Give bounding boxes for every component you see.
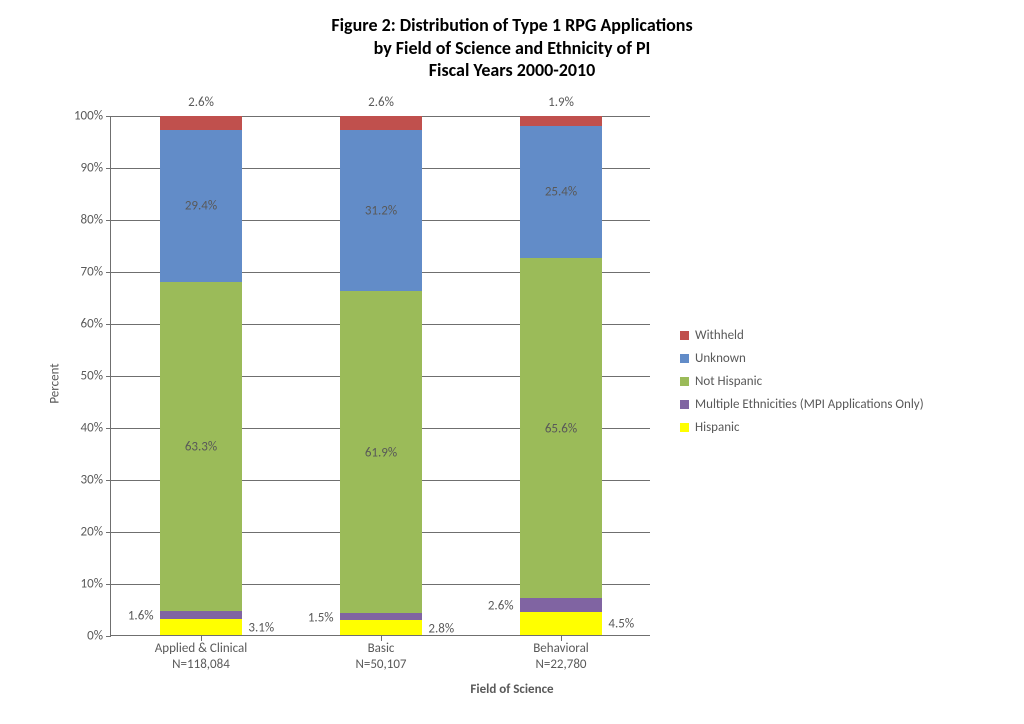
y-tick <box>106 220 111 221</box>
bar-value-label: 1.9% <box>548 95 574 110</box>
bar-value-label: 3.1% <box>248 620 274 635</box>
legend-item: Not Hispanic <box>680 374 924 389</box>
bar-value-label: 31.2% <box>365 203 397 218</box>
y-tick <box>106 480 111 481</box>
y-tick <box>106 532 111 533</box>
chart-container: Figure 2: Distribution of Type 1 RPG App… <box>0 0 1024 724</box>
y-axis-label: Percent <box>48 363 63 403</box>
legend-label: Not Hispanic <box>695 374 762 389</box>
legend-label: Multiple Ethnicities (MPI Applications O… <box>695 397 924 412</box>
bar-segment <box>520 612 603 635</box>
legend-item: Withheld <box>680 328 924 343</box>
legend: Withheld Unknown Not Hispanic Multiple Ethn… <box>680 320 924 443</box>
title-line-2: by Field of Science and Ethnicity of PI <box>0 37 1024 60</box>
bar-segment <box>340 613 423 621</box>
bar-segment <box>340 116 423 129</box>
y-tick <box>106 584 111 585</box>
x-category-label: BehavioralN=22,780 <box>533 635 589 674</box>
bar-value-label: 2.8% <box>428 621 454 636</box>
bar-value-label: 29.4% <box>185 198 217 213</box>
legend-item: Hispanic <box>680 420 924 435</box>
legend-label: Hispanic <box>695 420 740 435</box>
bar-segment <box>520 598 603 611</box>
plot-area: 0%10%20%30%40%50%60%70%80%90%100%3.1%1.6… <box>110 116 650 636</box>
bar-value-label: 63.3% <box>185 439 217 454</box>
bar <box>160 116 243 635</box>
legend-swatch <box>680 354 689 363</box>
legend-item: Unknown <box>680 351 924 366</box>
bar-segment <box>340 620 423 635</box>
bar-value-label: 2.6% <box>368 95 394 110</box>
y-tick <box>106 116 111 117</box>
title-line-1: Figure 2: Distribution of Type 1 RPG App… <box>0 14 1024 37</box>
bar-value-label: 2.6% <box>488 598 514 613</box>
legend-label: Unknown <box>695 351 746 366</box>
legend-label: Withheld <box>695 328 744 343</box>
x-category-label: Applied & ClinicalN=118,084 <box>155 635 248 674</box>
x-category-label: BasicN=50,107 <box>355 635 406 674</box>
bar-segment <box>160 611 243 619</box>
chart-title: Figure 2: Distribution of Type 1 RPG App… <box>0 14 1024 82</box>
bar-segment <box>160 116 243 129</box>
legend-swatch <box>680 423 689 432</box>
bar-value-label: 4.5% <box>608 617 634 632</box>
y-tick <box>106 272 111 273</box>
y-tick <box>106 376 111 377</box>
y-tick <box>106 324 111 325</box>
y-tick <box>106 168 111 169</box>
title-line-3: Fiscal Years 2000-2010 <box>0 59 1024 82</box>
legend-swatch <box>680 377 689 386</box>
y-tick <box>106 428 111 429</box>
x-axis-label: Field of Science <box>0 682 1024 697</box>
bar-value-label: 1.6% <box>128 608 154 623</box>
legend-swatch <box>680 331 689 340</box>
bar-value-label: 61.9% <box>365 445 397 460</box>
bar-value-label: 2.6% <box>188 95 214 110</box>
legend-item: Multiple Ethnicities (MPI Applications O… <box>680 397 924 412</box>
bar <box>340 116 423 635</box>
bar-value-label: 25.4% <box>545 184 577 199</box>
bar-value-label: 1.5% <box>308 610 334 625</box>
legend-swatch <box>680 400 689 409</box>
bar-segment <box>520 116 603 126</box>
bar-segment <box>160 619 243 635</box>
bar-value-label: 65.6% <box>545 421 577 436</box>
y-tick <box>106 636 111 637</box>
